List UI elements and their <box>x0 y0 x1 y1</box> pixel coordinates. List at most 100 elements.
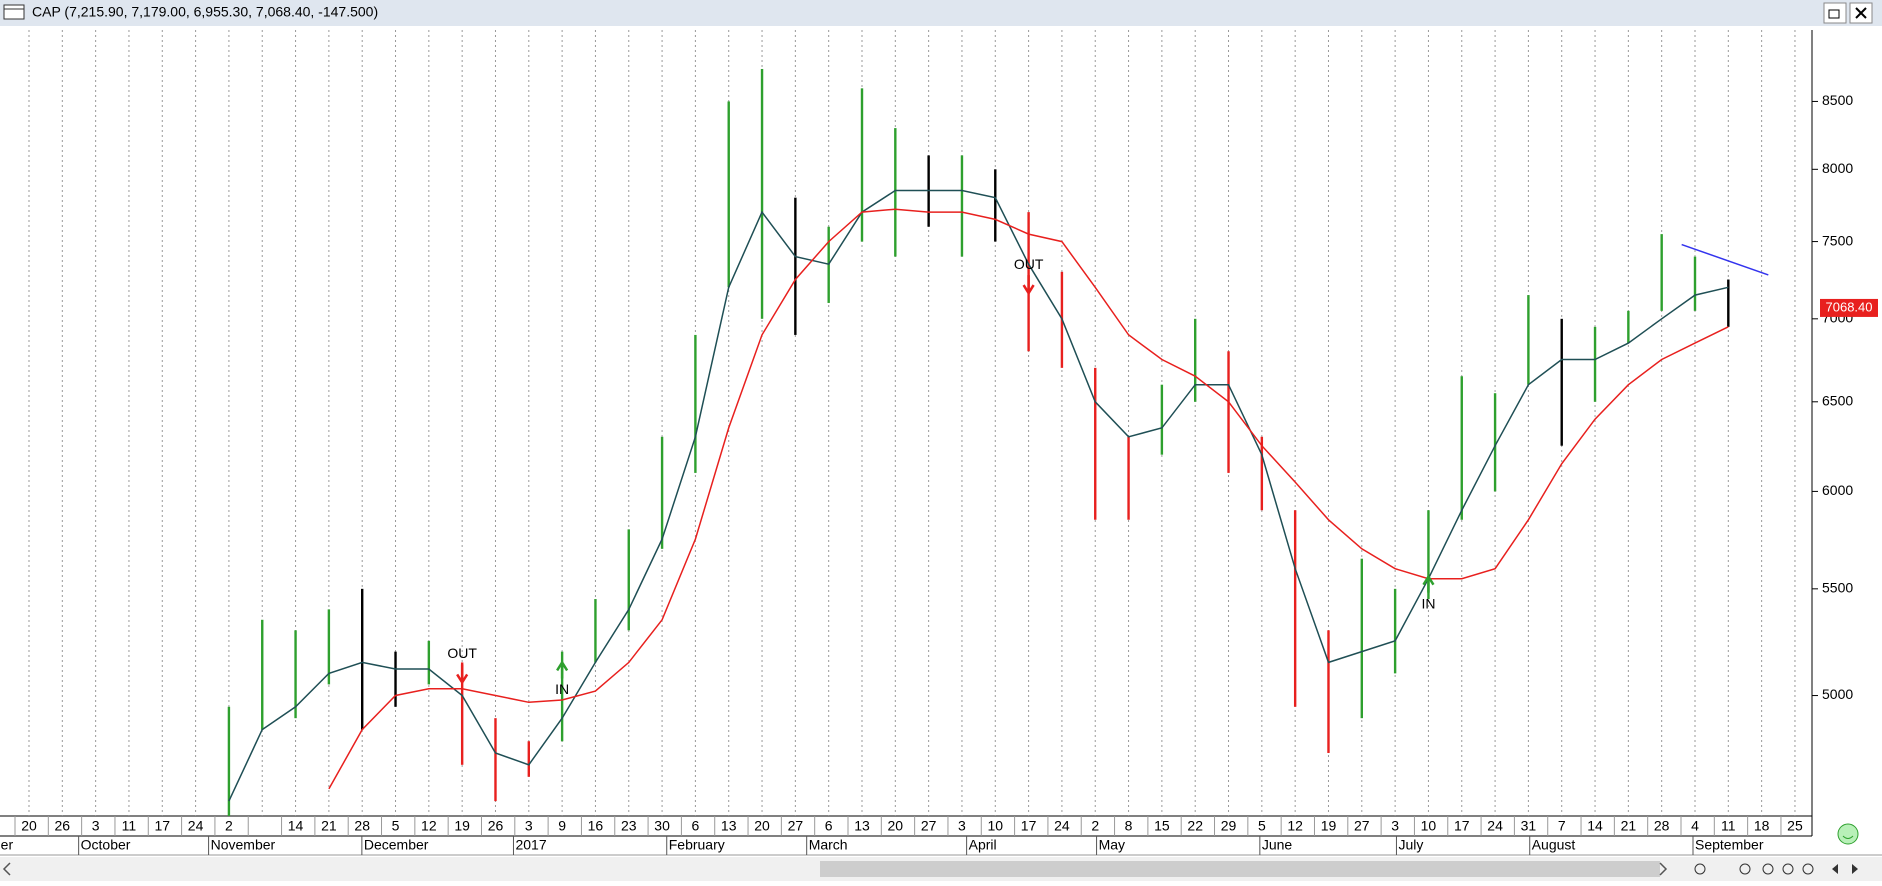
y-tick-label: 7500 <box>1822 232 1853 248</box>
tool-icon[interactable] <box>1802 863 1814 875</box>
month-label: March <box>809 837 848 853</box>
x-tick-label: 4 <box>1691 818 1699 834</box>
price-bar <box>1627 310 1630 344</box>
price-bar <box>1427 510 1430 600</box>
signal-arrow <box>556 660 569 679</box>
window-title: CAP (7,215.90, 7,179.00, 6,955.30, 7,068… <box>32 4 378 20</box>
scroll-thumb[interactable] <box>820 861 1660 877</box>
x-tick-label: 30 <box>654 818 670 834</box>
signal-label: IN <box>1421 595 1435 611</box>
tool-icon[interactable] <box>1782 863 1794 875</box>
x-tick-label: 2 <box>225 818 233 834</box>
y-tick-label: 6000 <box>1822 482 1853 498</box>
x-tick-label: 22 <box>1187 818 1203 834</box>
window-icon <box>3 4 25 20</box>
price-bar <box>427 640 431 685</box>
y-tick-label: 8000 <box>1822 160 1853 176</box>
x-tick-label: 26 <box>488 818 504 834</box>
restore-button[interactable] <box>1823 2 1847 24</box>
x-tick-label: 13 <box>721 818 737 834</box>
tool-icon[interactable] <box>1694 863 1706 875</box>
x-tick-label: 16 <box>588 818 604 834</box>
month-label: September <box>1695 837 1764 853</box>
restore-icon <box>1828 9 1840 19</box>
price-bar <box>1593 326 1597 402</box>
x-tick-label: 12 <box>421 818 437 834</box>
month-label: April <box>969 837 997 853</box>
last-price-box <box>1820 298 1878 317</box>
month-label: November <box>211 837 276 853</box>
month-label: er <box>1 837 14 853</box>
price-bar <box>1493 393 1497 492</box>
x-tick-label: 23 <box>621 818 637 834</box>
x-tick-label: 18 <box>1754 818 1770 834</box>
x-tick-label: 21 <box>321 818 337 834</box>
x-tick-label: 24 <box>188 818 204 834</box>
price-bar <box>1227 351 1230 473</box>
price-bar <box>660 436 664 549</box>
x-tick-label: 26 <box>55 818 71 834</box>
y-tick-label: 5500 <box>1822 580 1853 596</box>
x-tick-label: 14 <box>288 818 304 834</box>
price-bar <box>1393 588 1397 674</box>
x-tick-label: 3 <box>1391 818 1399 834</box>
price-bar <box>294 630 297 719</box>
x-tick-label: 6 <box>692 818 700 834</box>
x-tick-label: 28 <box>1654 818 1670 834</box>
price-bar <box>1194 318 1197 402</box>
moving-average <box>328 208 1729 790</box>
price-bar <box>361 588 364 730</box>
price-bar <box>527 741 530 777</box>
x-tick-label: 3 <box>958 818 966 834</box>
signal-arrow <box>456 664 469 685</box>
price-bar <box>227 706 231 816</box>
x-tick-label: 5 <box>1258 818 1266 834</box>
price-bar <box>1327 630 1330 753</box>
tool-icon[interactable] <box>1739 863 1751 875</box>
y-tick-label: 6500 <box>1822 392 1853 408</box>
price-bar <box>1127 436 1130 520</box>
x-tick-label: 20 <box>754 818 770 834</box>
x-tick-label: 19 <box>1321 818 1337 834</box>
price-bar <box>727 101 730 288</box>
x-tick-label: 17 <box>1454 818 1470 834</box>
price-bar <box>760 68 764 319</box>
x-tick-label: 10 <box>987 818 1003 834</box>
x-tick-label: 20 <box>888 818 904 834</box>
status-smiley <box>1837 823 1859 845</box>
signal-arrow <box>1422 574 1435 593</box>
x-tick-label: 24 <box>1487 818 1503 834</box>
x-tick-label: 11 <box>1721 818 1736 834</box>
scroll-left[interactable] <box>2 862 11 876</box>
trend-line <box>1681 243 1769 276</box>
x-tick-label: 8 <box>1125 818 1133 834</box>
x-tick-label: 14 <box>1587 818 1603 834</box>
nav-arrows[interactable] <box>1832 864 1858 874</box>
x-tick-label: 31 <box>1521 818 1537 834</box>
price-bar <box>594 599 597 663</box>
price-bar <box>327 609 331 685</box>
price-bar <box>460 662 464 765</box>
y-tick-label: 5000 <box>1822 686 1853 702</box>
month-label: May <box>1099 837 1125 853</box>
scroll-right[interactable] <box>1659 862 1668 876</box>
month-label: 2017 <box>515 837 546 853</box>
price-bar <box>261 619 264 730</box>
x-tick-label: 17 <box>154 818 170 834</box>
price-bar <box>894 128 897 257</box>
price-bar <box>394 651 397 707</box>
price-bar <box>1693 256 1697 311</box>
signal-label: IN <box>555 681 569 697</box>
x-tick-label: 3 <box>525 818 533 834</box>
month-label: June <box>1262 837 1293 853</box>
x-tick-label: 3 <box>92 818 100 834</box>
x-tick-label: 5 <box>392 818 400 834</box>
price-bar <box>1360 558 1363 719</box>
price-bar <box>1660 234 1663 311</box>
month-label: August <box>1532 837 1576 853</box>
tool-icon[interactable] <box>1762 863 1774 875</box>
plot-background <box>0 26 1882 856</box>
price-bar <box>494 718 497 802</box>
